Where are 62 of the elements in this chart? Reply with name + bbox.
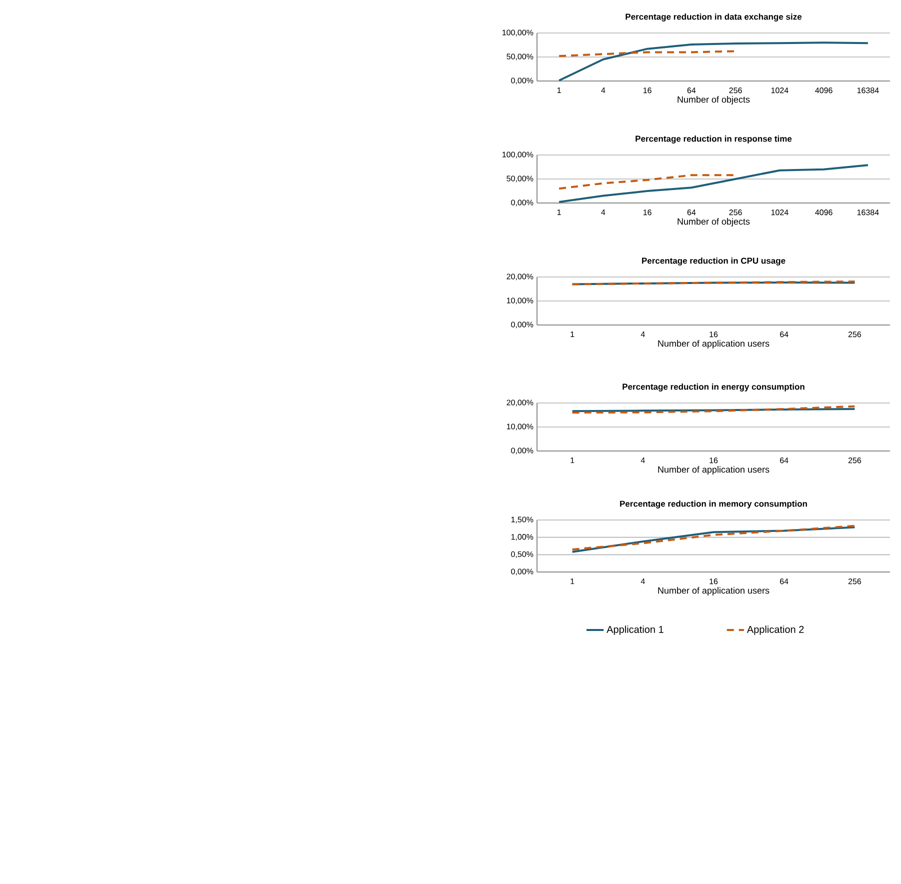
line-series — [558, 42, 869, 82]
y-tick-label: 0,00% — [511, 78, 534, 84]
line-series — [558, 164, 869, 204]
x-tick-label: 4 — [640, 332, 645, 338]
x-tick-label: 256 — [729, 88, 742, 94]
x-tick-label: 4 — [601, 88, 606, 94]
x-tick-label: 16384 — [857, 88, 879, 94]
x-tick-label: 1 — [570, 332, 574, 338]
x-tick-label: 1024 — [771, 210, 788, 216]
x-tick-label: 64 — [780, 458, 788, 464]
y-tick-label: 0,00% — [511, 568, 534, 576]
x-tick-label: 16384 — [857, 210, 879, 216]
x-tick-label: 1 — [570, 458, 574, 464]
y-tick-label: 100,00% — [502, 152, 534, 158]
y-tick-label: 50,00% — [506, 54, 534, 60]
y-tick-label: 0,50% — [511, 551, 534, 558]
x-tick-label: 16 — [710, 332, 718, 338]
x-axis-title: Number of application users — [658, 340, 770, 348]
y-tick-label: 0,00% — [511, 322, 534, 328]
x-axis-title: Number of objects — [678, 96, 750, 104]
chart-title: Percentage reduction in response time — [636, 135, 792, 144]
y-tick-label: 10,00% — [506, 424, 534, 430]
x-tick-label: 1 — [570, 578, 574, 584]
line-series — [571, 405, 856, 414]
chart-title: Percentage reduction in memory consumption — [620, 500, 807, 508]
x-tick-label: 64 — [780, 578, 788, 584]
x-tick-label: 256 — [729, 210, 742, 216]
y-tick-label: 50,00% — [506, 176, 534, 182]
x-tick-label: 16 — [643, 210, 652, 216]
x-tick-label: 1024 — [771, 88, 788, 94]
x-tick-label: 64 — [780, 332, 788, 338]
y-tick-label: 1,50% — [511, 516, 534, 524]
x-tick-label: 16 — [643, 88, 652, 94]
x-axis-title: Number of application users — [658, 466, 770, 474]
x-axis-title: Number of application users — [658, 587, 770, 596]
x-tick-label: 4096 — [815, 210, 832, 216]
y-tick-label: 100,00% — [502, 30, 534, 36]
x-tick-label: 4 — [640, 458, 645, 464]
x-tick-label: 1 — [557, 88, 561, 94]
x-tick-label: 256 — [848, 578, 862, 584]
x-tick-label: 1 — [557, 210, 561, 216]
y-tick-label: 20,00% — [506, 274, 534, 280]
x-tick-label: 256 — [848, 332, 862, 338]
y-tick-label: 0,00% — [511, 448, 534, 454]
y-tick-label: 0,00% — [511, 200, 534, 206]
legend-label: Application 1 — [606, 626, 664, 635]
x-tick-label: 4096 — [815, 88, 832, 94]
x-tick-label: 16 — [710, 578, 718, 584]
x-tick-label: 16 — [710, 458, 718, 464]
y-tick-label: 10,00% — [506, 298, 534, 304]
y-tick-label: 1,00% — [511, 534, 534, 541]
x-tick-label: 256 — [848, 458, 862, 464]
x-axis-title: Number of objects — [678, 218, 750, 226]
legend-label: Application 2 — [746, 626, 804, 635]
x-tick-label: 64 — [687, 88, 696, 94]
x-tick-label: 4 — [640, 578, 645, 584]
y-tick-label: 20,00% — [506, 400, 534, 406]
chart-title: Percentage reduction in data exchange size — [626, 13, 802, 22]
x-tick-label: 4 — [601, 210, 606, 216]
chart-title: Percentage reduction in CPU usage — [642, 257, 786, 266]
x-tick-label: 64 — [687, 210, 696, 216]
chart-title: Percentage reduction in energy consumption — [622, 384, 804, 392]
